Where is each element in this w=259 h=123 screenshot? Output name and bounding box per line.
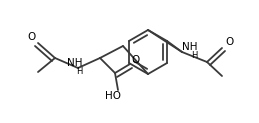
Text: O: O	[28, 32, 36, 42]
Text: O: O	[226, 37, 234, 47]
Text: NH: NH	[67, 58, 83, 68]
Text: NH: NH	[182, 42, 198, 52]
Text: H: H	[76, 68, 82, 77]
Text: HO: HO	[105, 91, 121, 101]
Text: O: O	[132, 55, 140, 65]
Text: H: H	[191, 52, 197, 61]
